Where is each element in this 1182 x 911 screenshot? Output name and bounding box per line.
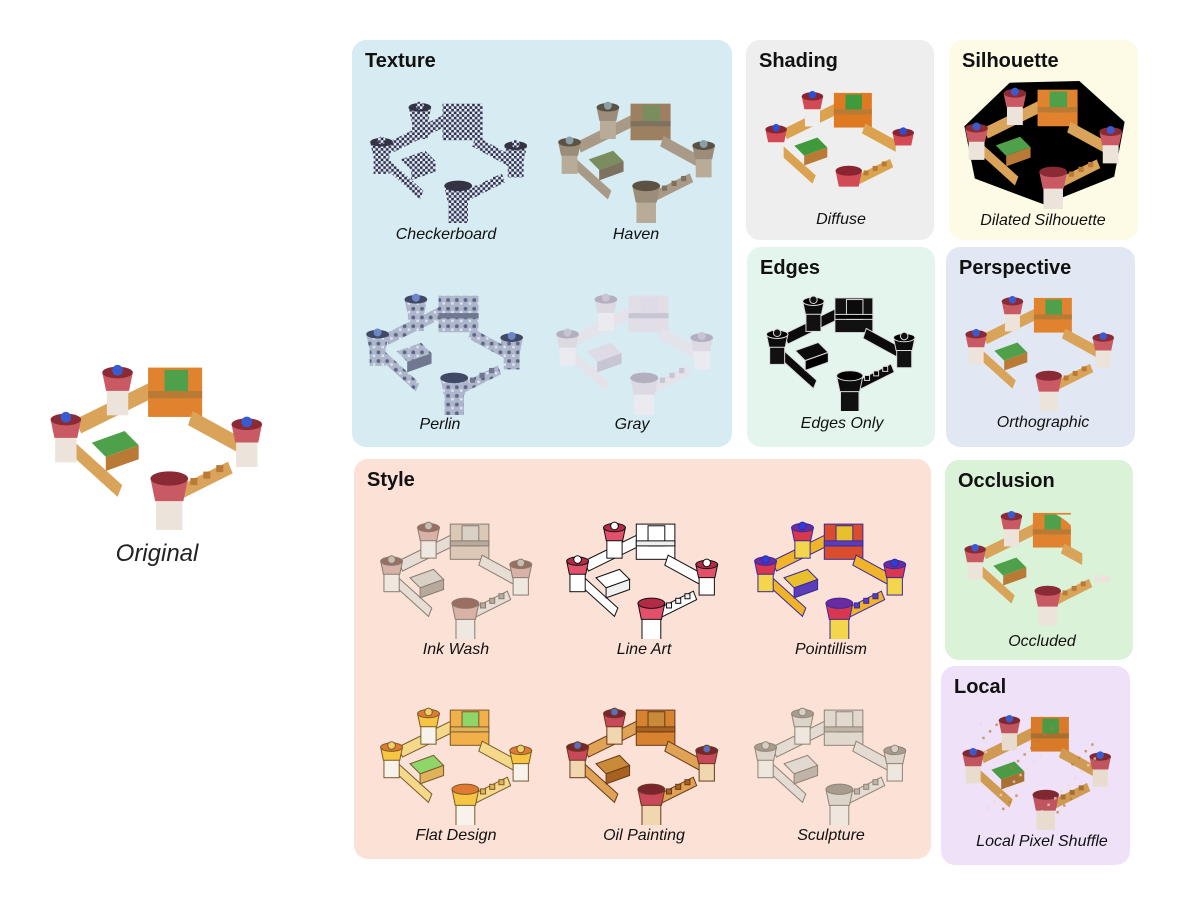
style-sculpture-caption: Sculpture xyxy=(797,827,865,844)
original-caption: Original xyxy=(115,540,199,567)
texture-perlin-image xyxy=(358,280,533,415)
shading-panel: Shading Diffuse xyxy=(746,40,934,240)
occlusion-panel: Occlusion Occluded xyxy=(945,460,1133,660)
perspective-orthographic-caption: Orthographic xyxy=(996,414,1090,431)
local-panel: Local Local Pixel Shuffle xyxy=(941,666,1130,865)
texture-gray-image xyxy=(548,280,723,415)
style-title: Style xyxy=(367,469,415,491)
shading-diffuse-image xyxy=(758,78,923,206)
texture-gray-caption: Gray xyxy=(614,416,650,433)
local-pixel-shuffle-caption: Local Pixel Shuffle xyxy=(976,833,1108,850)
style-ink-wash-image xyxy=(372,509,542,639)
texture-checkerboard-caption: Checkerboard xyxy=(395,226,497,243)
silhouette-title: Silhouette xyxy=(962,50,1059,72)
perspective-orthographic-image xyxy=(958,283,1123,411)
silhouette-dilated-image xyxy=(957,74,1132,209)
texture-haven-image xyxy=(550,88,725,223)
style-line-art-image xyxy=(558,509,728,639)
perspective-panel: Perspective Orthographic xyxy=(946,247,1135,447)
style-pointillism-caption: Pointillism xyxy=(794,641,868,658)
style-flat-design-caption: Flat Design xyxy=(415,827,497,844)
edges-only-image xyxy=(759,283,924,411)
original-castle-image xyxy=(40,345,275,530)
style-flat-design-image xyxy=(372,695,542,825)
occlusion-occluded-image xyxy=(957,498,1122,626)
style-oil-painting-image xyxy=(558,695,728,825)
edges-panel: Edges Edges Only xyxy=(747,247,935,447)
texture-title: Texture xyxy=(365,50,436,72)
shading-title: Shading xyxy=(759,50,838,72)
edges-only-caption: Edges Only xyxy=(800,415,884,432)
shading-diffuse-caption: Diffuse xyxy=(816,211,866,228)
texture-perlin-caption: Perlin xyxy=(419,416,461,433)
edges-title: Edges xyxy=(760,257,821,279)
style-ink-wash-caption: Ink Wash xyxy=(422,641,490,658)
perspective-title: Perspective xyxy=(959,257,1072,279)
style-panel: Style Ink Wash Line Art Pointillism Flat… xyxy=(354,459,931,859)
texture-panel: Texture Checkerboard Haven Perlin Gray xyxy=(352,40,732,447)
style-line-art-caption: Line Art xyxy=(616,641,672,658)
style-oil-painting-caption: Oil Painting xyxy=(603,827,685,844)
texture-haven-caption: Haven xyxy=(612,226,660,243)
style-pointillism-image xyxy=(746,509,916,639)
silhouette-panel: Silhouette Dilated Silhouette xyxy=(949,40,1138,240)
silhouette-dilated-caption: Dilated Silhouette xyxy=(980,212,1106,229)
occlusion-title: Occlusion xyxy=(958,470,1055,492)
style-sculpture-image xyxy=(746,695,916,825)
texture-checkerboard-image xyxy=(362,88,537,223)
occlusion-occluded-caption: Occluded xyxy=(1008,633,1076,650)
local-pixel-shuffle-image xyxy=(955,702,1120,830)
local-title: Local xyxy=(954,676,1007,698)
